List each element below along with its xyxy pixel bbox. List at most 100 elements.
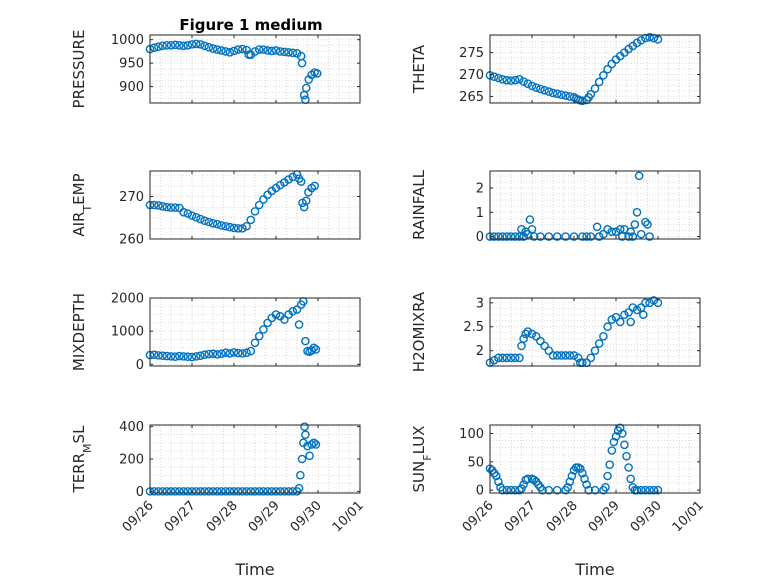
data-point	[494, 353, 503, 363]
data-point	[489, 355, 499, 365]
data-point	[636, 35, 646, 45]
data-point	[498, 485, 507, 495]
data-point	[603, 64, 612, 74]
data-point	[191, 39, 201, 49]
data-point	[615, 317, 625, 327]
data-point	[187, 352, 197, 362]
data-point	[200, 41, 209, 51]
data-point	[233, 348, 243, 358]
data-point	[200, 216, 209, 226]
data-point	[578, 468, 587, 478]
data-point	[149, 200, 159, 210]
data-point	[212, 350, 222, 359]
data-point	[594, 77, 604, 87]
data-point	[502, 353, 512, 363]
data-point	[557, 90, 566, 99]
y-tick-label: 0	[136, 358, 144, 373]
data-point	[649, 485, 659, 495]
data-point	[515, 353, 524, 363]
data-point	[502, 485, 512, 495]
data-point	[594, 339, 604, 348]
data-point	[489, 72, 499, 81]
data-point	[624, 308, 633, 317]
data-point	[307, 440, 317, 449]
data-point	[580, 474, 589, 484]
data-point	[238, 44, 247, 54]
data-point	[557, 351, 566, 360]
data-point	[301, 430, 310, 440]
data-point	[191, 213, 201, 222]
data-point	[166, 487, 176, 496]
data-series	[145, 422, 321, 496]
data-point	[175, 487, 184, 496]
y-tick-label: 270	[119, 190, 144, 205]
data-point	[267, 46, 277, 56]
y-tick-label: 950	[119, 57, 144, 72]
data-point	[498, 353, 507, 363]
y-axis-label: THETA	[410, 44, 428, 94]
y-axis-label: RAINFALL	[410, 169, 428, 240]
data-point	[540, 341, 549, 351]
data-point	[297, 58, 307, 68]
data-point	[175, 351, 184, 361]
data-point	[584, 485, 594, 495]
data-point	[238, 224, 247, 233]
subplot-3: 260 270 AIRTEMP	[70, 170, 361, 248]
y-axis-label: TERRMSL	[70, 425, 94, 494]
y-axis-label: PRESSURE	[70, 30, 88, 109]
data-point	[561, 351, 570, 360]
data-point	[643, 220, 652, 229]
axes-box	[149, 297, 361, 367]
data-point	[259, 45, 268, 54]
axes-box	[489, 34, 701, 104]
axes-box	[489, 297, 701, 367]
data-point	[242, 221, 251, 231]
y-axis-label: AIRTEMP	[70, 173, 94, 236]
data-point	[630, 220, 640, 229]
data-point	[311, 440, 321, 449]
data-point	[229, 348, 239, 357]
data-point	[498, 75, 507, 84]
x-axis-label: Time	[574, 560, 614, 579]
data-point	[519, 334, 528, 344]
y-tick-label: 0	[136, 485, 144, 500]
data-point	[254, 200, 264, 210]
data-point	[594, 232, 604, 241]
data-point	[296, 470, 305, 480]
data-point	[158, 351, 167, 361]
data-point	[645, 298, 654, 308]
data-point	[494, 232, 503, 241]
data-point	[229, 46, 239, 56]
figure-title: Figure 1 medium	[179, 16, 322, 34]
data-point	[521, 329, 531, 339]
data-point	[280, 47, 289, 57]
data-point	[582, 232, 591, 241]
data-point	[229, 223, 239, 233]
data-point	[158, 201, 167, 211]
data-point	[170, 203, 180, 212]
data-point	[263, 318, 272, 328]
y-axis-label: SUNFLUX	[410, 426, 434, 493]
y-tick-label: 1000	[111, 33, 144, 48]
data-point	[305, 451, 314, 461]
y-axis-label: MIXDEPTH	[70, 293, 88, 371]
data-point	[288, 48, 298, 58]
data-point	[217, 349, 226, 359]
data-point	[622, 451, 631, 461]
data-point	[565, 351, 575, 360]
data-point	[200, 350, 209, 360]
data-point	[301, 196, 311, 206]
data-point	[204, 42, 214, 52]
data-point	[561, 91, 570, 100]
data-point	[548, 351, 558, 360]
data-point	[183, 352, 193, 362]
data-point	[611, 227, 621, 237]
data-point	[639, 310, 648, 320]
data-point	[254, 331, 264, 341]
data-point	[563, 483, 573, 492]
data-point	[506, 76, 516, 85]
data-point	[645, 232, 654, 241]
data-point	[221, 221, 230, 231]
data-point	[599, 71, 608, 80]
